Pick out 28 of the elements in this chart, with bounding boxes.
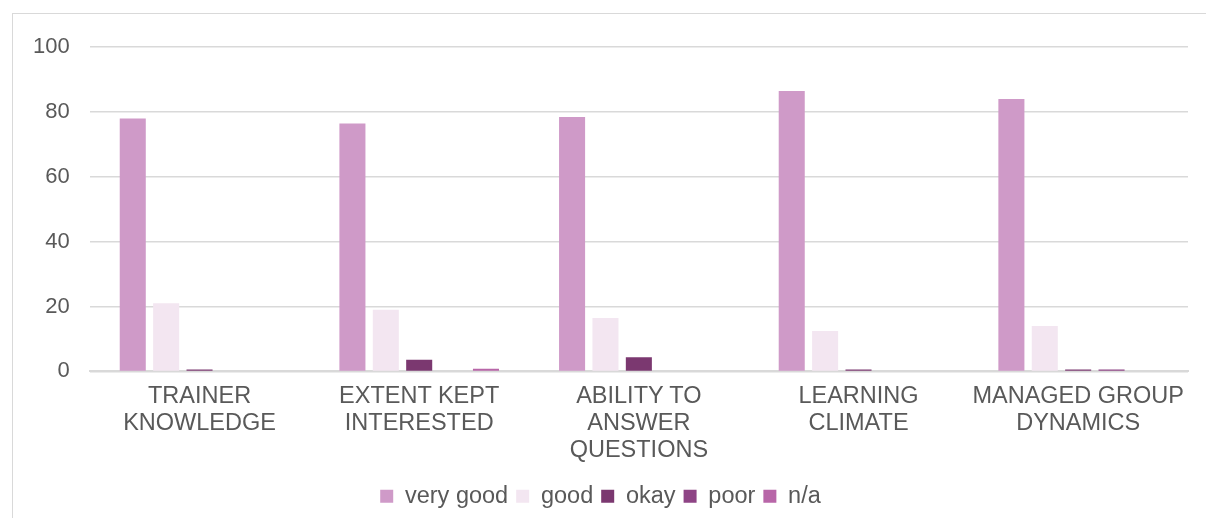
bar <box>592 317 619 371</box>
y-tick-label: 0 <box>57 357 70 383</box>
x-tick-label: LEARNING CLIMATE <box>798 382 919 436</box>
y-tick-label: 100 <box>32 33 70 59</box>
bar <box>1031 326 1058 371</box>
bar <box>778 90 805 371</box>
legend-label: okay <box>625 481 676 508</box>
bar <box>625 357 652 371</box>
bar <box>406 359 433 371</box>
y-tick-label: 80 <box>45 98 70 124</box>
legend-label: n/a <box>788 481 822 508</box>
bar <box>339 123 366 371</box>
legend-label: good <box>540 481 594 508</box>
bar <box>559 116 586 371</box>
bar <box>372 309 399 371</box>
bar <box>812 330 839 371</box>
bar <box>153 303 180 371</box>
x-tick-label: EXTENT KEPT INTERESTED <box>339 382 500 436</box>
x-tick-label: ABILITY TO ANSWER QUESTIONS <box>569 382 709 463</box>
legend-label: poor <box>708 481 756 508</box>
legend-label: very good <box>404 481 509 508</box>
y-tick-label: 20 <box>45 292 70 318</box>
bar <box>998 99 1025 371</box>
bar <box>119 118 146 371</box>
y-tick-label: 60 <box>45 162 70 188</box>
y-tick-label: 40 <box>45 227 70 253</box>
x-tick-label: TRAINER KNOWLEDGE <box>123 382 276 436</box>
x-tick-label: MANAGED GROUP DYNAMICS <box>972 382 1184 436</box>
